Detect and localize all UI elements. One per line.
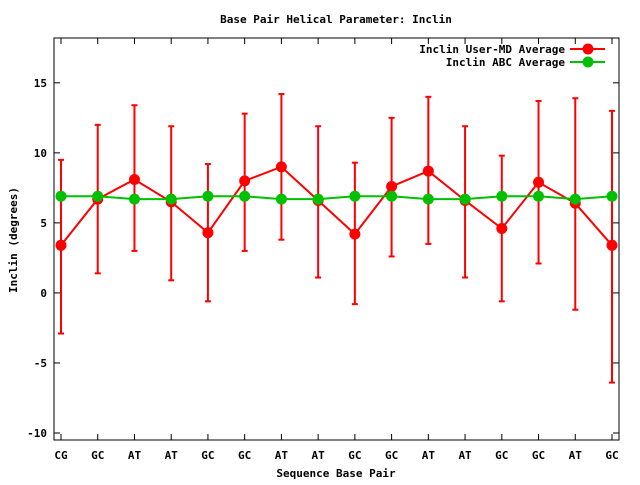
y-tick-label: 5 [40, 217, 47, 230]
data-point [349, 190, 361, 202]
data-point [533, 190, 545, 202]
data-point [349, 228, 361, 240]
x-tick-label: CG [54, 449, 68, 462]
y-axis-label: Inclin (degrees) [7, 187, 20, 293]
y-tick-label: 10 [34, 147, 47, 160]
data-point [165, 193, 177, 205]
y-tick-label: -10 [27, 427, 47, 440]
data-point [128, 173, 140, 185]
legend-label-abc: Inclin ABC Average [446, 56, 566, 69]
x-tick-label: AT [458, 449, 472, 462]
data-point [606, 239, 618, 251]
x-tick-label: GC [605, 449, 618, 462]
data-point [312, 193, 324, 205]
y-tick-label: 15 [34, 77, 47, 90]
x-tick-label: AT [422, 449, 436, 462]
data-point [569, 193, 581, 205]
data-point [55, 239, 67, 251]
series-abc [55, 190, 618, 205]
x-tick-label: GC [91, 449, 104, 462]
data-point [92, 190, 104, 202]
data-point [386, 190, 398, 202]
legend-label-user-md: Inclin User-MD Average [419, 43, 565, 56]
x-tick-label: AT [128, 449, 142, 462]
x-tick-label: GC [385, 449, 398, 462]
data-point [422, 165, 434, 177]
x-tick-label: GC [532, 449, 545, 462]
data-point [128, 193, 140, 205]
data-point [202, 190, 214, 202]
x-axis-label: Sequence Base Pair [276, 467, 396, 480]
chart-title: Base Pair Helical Parameter: Inclin [220, 13, 452, 26]
data-point [275, 161, 287, 173]
data-point [386, 180, 398, 192]
legend-marker [582, 56, 594, 68]
data-point [533, 176, 545, 188]
plot-frame [53, 37, 620, 441]
series-line [60, 165, 613, 246]
legend-marker [582, 43, 594, 55]
series-user-md [55, 93, 618, 384]
data-point [55, 190, 67, 202]
x-tick-label: GC [348, 449, 361, 462]
y-tick-label: 0 [40, 287, 47, 300]
x-tick-label: GC [201, 449, 214, 462]
series-line [61, 195, 613, 201]
x-tick-label: GC [495, 449, 508, 462]
data-point [202, 227, 214, 239]
x-tick-label: GC [238, 449, 251, 462]
data-point [459, 193, 471, 205]
x-tick-label: AT [569, 449, 583, 462]
data-point [239, 190, 251, 202]
x-tick-label: AT [312, 449, 326, 462]
data-point [239, 175, 251, 187]
x-tick-label: AT [165, 449, 179, 462]
legend: Inclin User-MD Average Inclin ABC Averag… [419, 43, 605, 69]
data-point [496, 222, 508, 234]
y-tick-label: -5 [34, 357, 47, 370]
data-point [422, 193, 434, 205]
data-point [275, 193, 287, 205]
data-point [606, 190, 618, 202]
data-point [496, 190, 508, 202]
x-tick-label: AT [275, 449, 289, 462]
